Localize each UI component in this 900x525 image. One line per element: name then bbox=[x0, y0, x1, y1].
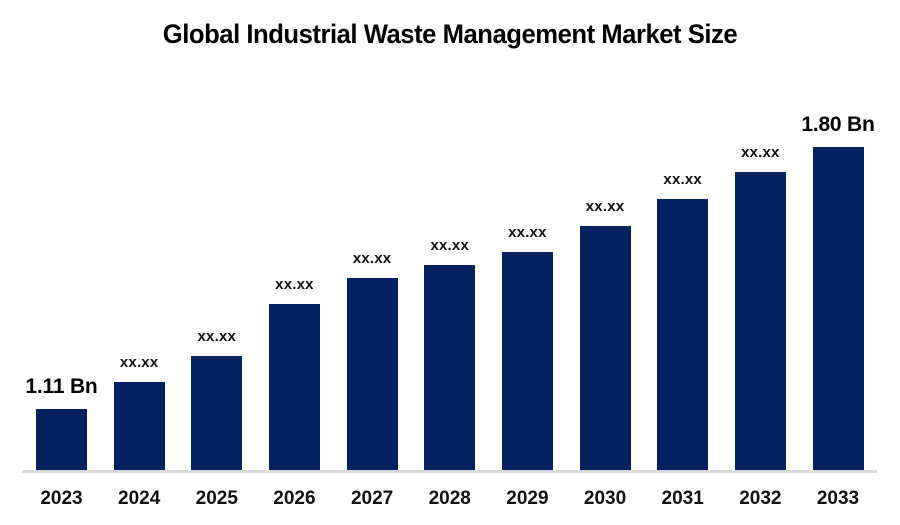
bar-value-label-2023: 1.11 Bn bbox=[25, 375, 98, 398]
x-axis-label-2033: 2033 bbox=[816, 488, 860, 509]
bar-value-label-2027: xx.xx bbox=[352, 250, 392, 267]
x-axis-label-2032: 2032 bbox=[739, 488, 782, 509]
x-axis-label-2028: 2028 bbox=[428, 488, 471, 509]
chart-title: Global Industrial Waste Management Marke… bbox=[162, 19, 738, 49]
bar-2027 bbox=[346, 278, 398, 470]
x-axis-label-2025: 2025 bbox=[195, 488, 238, 509]
bar-value-label-2024: xx.xx bbox=[119, 354, 159, 371]
bar-2023 bbox=[36, 409, 87, 470]
bar-2029 bbox=[501, 252, 553, 470]
x-axis-baseline bbox=[22, 470, 877, 473]
bar-value-label-2026: xx.xx bbox=[275, 276, 314, 293]
x-axis-label-2031: 2031 bbox=[661, 488, 704, 509]
bar-2024 bbox=[113, 382, 165, 470]
bar-value-label-2030: xx.xx bbox=[585, 198, 625, 215]
bar-value-label-2033: 1.80 Bn bbox=[801, 113, 875, 136]
x-axis-label-2023: 2023 bbox=[40, 488, 83, 509]
bar-value-label-2032: xx.xx bbox=[741, 144, 780, 161]
bar-2030 bbox=[579, 226, 631, 470]
bar-value-label-2031: xx.xx bbox=[663, 171, 702, 188]
bar-value-label-2028: xx.xx bbox=[430, 237, 470, 254]
bar-2026 bbox=[268, 304, 320, 470]
bar-2031 bbox=[657, 199, 709, 470]
bar-2025 bbox=[191, 356, 243, 470]
bar-value-label-2029: xx.xx bbox=[508, 224, 547, 241]
x-axis-label-2027: 2027 bbox=[350, 488, 394, 509]
x-axis-label-2029: 2029 bbox=[506, 488, 549, 509]
x-axis-label-2024: 2024 bbox=[118, 488, 161, 509]
bar-2032 bbox=[734, 172, 786, 470]
x-axis-label-2026: 2026 bbox=[273, 488, 316, 509]
x-axis-label-2030: 2030 bbox=[583, 488, 627, 509]
bar-2033 bbox=[812, 147, 864, 470]
bar-value-label-2025: xx.xx bbox=[197, 328, 237, 345]
bar-2028 bbox=[424, 265, 476, 470]
